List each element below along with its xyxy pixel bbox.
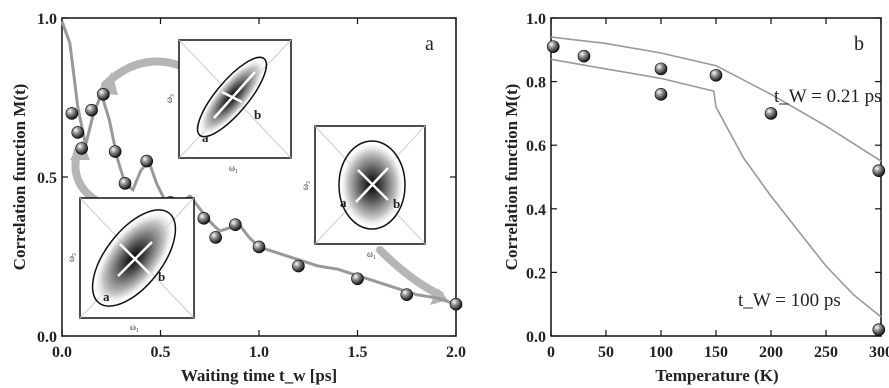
- panel-a-xlabel: Waiting time t_w [ps]: [181, 366, 337, 385]
- panel-a-ylabel: Correlation function M(t): [10, 84, 29, 271]
- data-point: [108, 145, 122, 158]
- data-point: [140, 154, 154, 168]
- xtick-label: 150: [704, 344, 728, 361]
- data-point: [654, 62, 668, 76]
- data-point: [75, 142, 88, 155]
- annotation-tw-100: t_W = 100 ps: [738, 290, 841, 311]
- data-point: [85, 103, 98, 117]
- ytick-label: 0.4: [526, 202, 546, 219]
- data-point: [292, 259, 305, 273]
- data-point: [197, 212, 211, 225]
- data-point: [209, 231, 222, 244]
- inset-1-label-a: a: [202, 130, 209, 145]
- inset-2-label-b: b: [393, 196, 400, 211]
- inset-1-label-b: b: [254, 107, 261, 122]
- arrow-to-inset-2: [376, 246, 444, 299]
- data-point: [449, 297, 463, 311]
- xtick-label: 50: [598, 344, 614, 361]
- data-point: [229, 218, 242, 231]
- inset-2-xlabel: ω₁: [367, 249, 376, 259]
- inset-1: a b ω₁ ω₃: [164, 39, 292, 173]
- arrow-to-inset-1: [101, 57, 194, 89]
- data-point: [118, 177, 132, 190]
- panel-b-curve-lower: [550, 58, 882, 318]
- data-point: [872, 323, 886, 336]
- inset-2: a b ω₁ ω₃: [300, 125, 426, 259]
- xtick-label: 1.0: [249, 344, 269, 361]
- panel-b-xlabel: Temperature (K): [655, 366, 778, 385]
- data-point: [577, 49, 591, 63]
- data-point: [252, 240, 266, 254]
- panel-b-label: b: [854, 33, 864, 55]
- panel-b-ticks: 0 50 100 150 200 250 300 0.0 0.2 0.4 0.6 0.8 1.0: [526, 11, 889, 361]
- xtick-label: 0: [547, 344, 555, 361]
- xtick-label: 100: [649, 344, 673, 361]
- inset-3-label-a: a: [103, 289, 110, 304]
- panel-b-points: [546, 40, 886, 336]
- ytick-label: 1.0: [526, 11, 546, 28]
- inset-1-ylabel: ω₃: [164, 94, 174, 103]
- data-point: [351, 272, 364, 286]
- data-point: [97, 88, 110, 101]
- data-point: [764, 107, 778, 120]
- panel-b-curve-upper: [550, 36, 882, 162]
- ytick-label: 0.2: [526, 265, 546, 282]
- panel-b: 0 50 100 150 200 250 300 0.0 0.2 0.4 0.6 0.8 1.0 b T…: [502, 11, 889, 385]
- data-point: [71, 126, 85, 139]
- xtick-label: 200: [759, 344, 783, 361]
- annotation-tw-021: t_W = 0.21 ps: [774, 86, 881, 107]
- inset-1-xlabel: ω₁: [229, 163, 238, 173]
- data-point: [654, 88, 668, 101]
- inset-2-ylabel: ω₃: [300, 181, 310, 190]
- inset-2-label-a: a: [340, 195, 347, 210]
- xtick-label: 2.0: [446, 344, 466, 361]
- ytick-label: 0.6: [526, 138, 546, 155]
- panel-a-fit-curve: [60, 20, 457, 306]
- panel-a: 0.0 0.5 1.0 1.5 2.0 0.0 0.5 1.0 a b ω₁ ω₃: [10, 11, 466, 385]
- panel-a-points: [65, 88, 463, 311]
- ytick-label: 0.5: [37, 170, 57, 187]
- ytick-label: 0.8: [526, 75, 546, 92]
- data-point: [400, 288, 414, 301]
- xtick-label: 300: [869, 344, 889, 361]
- inset-3: a b ω₁ ω₃: [66, 197, 195, 332]
- panel-a-label: a: [425, 33, 434, 55]
- xtick-label: 1.5: [348, 344, 368, 361]
- panel-b-ylabel: Correlation function M(t): [502, 84, 521, 271]
- xtick-label: 0.5: [151, 344, 171, 361]
- data-point: [872, 164, 886, 177]
- data-point: [709, 68, 723, 82]
- inset-3-xlabel: ω₁: [130, 322, 139, 332]
- ytick-label: 0.0: [37, 329, 57, 346]
- ytick-label: 0.0: [526, 329, 546, 346]
- inset-3-label-b: b: [158, 269, 165, 284]
- inset-3-ylabel: ω₃: [66, 253, 76, 262]
- xtick-label: 250: [814, 344, 838, 361]
- panel-a-ticks: 0.0 0.5 1.0 1.5 2.0 0.0 0.5 1.0: [37, 11, 466, 361]
- data-point: [546, 40, 560, 53]
- ytick-label: 1.0: [37, 11, 57, 28]
- xtick-label: 0.0: [52, 344, 72, 361]
- data-point: [65, 107, 79, 120]
